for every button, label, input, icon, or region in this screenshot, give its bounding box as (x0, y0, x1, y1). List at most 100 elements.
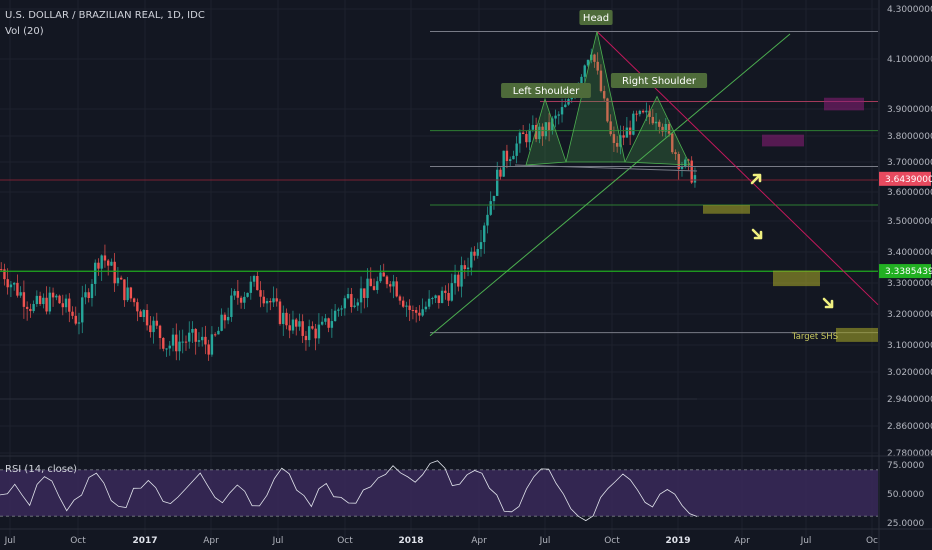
candle-body (181, 341, 184, 343)
candle-body (353, 305, 356, 308)
candle-body (658, 121, 661, 127)
candle-body (22, 292, 26, 307)
candle-body (171, 334, 175, 346)
candle-body (632, 113, 635, 135)
candle-body (444, 290, 447, 293)
candle-body (557, 114, 560, 116)
time-tick-label: 2018 (398, 536, 423, 546)
price-tick-label: 3.80000000 (887, 132, 932, 142)
candle-body (554, 115, 557, 119)
candle-body (515, 143, 518, 156)
target-box-purple (824, 97, 864, 111)
candle-body (609, 121, 612, 135)
candle-body (350, 294, 353, 308)
candle-body (158, 325, 162, 338)
candle-body (113, 261, 116, 284)
time-tick-label: Oct (337, 536, 353, 546)
time-tick-label: 2019 (665, 536, 690, 546)
candle-body (301, 321, 304, 336)
candle-body (269, 301, 272, 303)
candle-body (496, 169, 499, 196)
target-box-olive (703, 205, 750, 214)
candle-body (87, 292, 90, 299)
candle-body (505, 150, 509, 161)
candle-body (317, 324, 321, 339)
candle-body (58, 295, 61, 304)
candle-body (450, 283, 454, 301)
candle-body (210, 334, 214, 355)
candle-body (551, 118, 554, 131)
candle-body (466, 267, 470, 270)
candle-body (437, 295, 441, 303)
candle-body (508, 159, 512, 161)
target-box-olive (773, 270, 820, 287)
candle-body (207, 344, 210, 355)
candle-body (61, 303, 64, 308)
price-tick-label: 3.70000000 (887, 158, 932, 168)
left-shoulder-label-text: Left Shoulder (513, 86, 580, 97)
rsi-tick-label: 25.0000 (887, 519, 924, 529)
candle-body (311, 326, 314, 329)
candle-body (217, 330, 220, 335)
candle-body (356, 302, 360, 306)
candle-body (136, 302, 139, 312)
candle-body (677, 154, 680, 169)
candle-body (538, 126, 541, 140)
arrow-up-right-shape (750, 173, 762, 185)
price-tick-label: 3.10000000 (887, 341, 932, 351)
candle-body (230, 295, 233, 317)
candle-body (376, 281, 379, 290)
candle-body (29, 308, 32, 312)
current-price-bg (879, 171, 931, 186)
candle-body (599, 70, 603, 92)
price-tick-label: 3.02000000 (887, 368, 932, 378)
candle-body (97, 262, 100, 269)
candle-body (664, 123, 667, 132)
candle-body (414, 310, 418, 313)
candle-body (385, 276, 389, 285)
candle-body (667, 123, 671, 134)
candle-body (16, 282, 19, 296)
candle-body (194, 328, 197, 342)
candle-body (337, 309, 340, 311)
volume-label: Vol (20) (5, 26, 44, 37)
candle-body (369, 278, 372, 287)
candle-body (304, 335, 308, 341)
candle-body (684, 159, 687, 167)
candle-body (411, 309, 415, 311)
left-shoulder-label-bg (501, 83, 591, 98)
candle-body (239, 297, 243, 303)
right-shoulder-label: Right Shoulder (610, 73, 708, 88)
candle-body (366, 278, 369, 298)
candle-body (110, 261, 113, 266)
neckline (514, 164, 698, 172)
candle-body (256, 276, 259, 291)
arrow-down-right (822, 297, 834, 309)
candle-body (64, 298, 68, 308)
candle-body (502, 150, 505, 177)
candle-body (528, 129, 531, 143)
candle-body (35, 295, 39, 305)
candle-body (690, 160, 693, 183)
price-tick-label: 2.94000000 (887, 395, 932, 405)
current-price-tag: 3.64390000 (879, 171, 932, 186)
candle-body (129, 287, 133, 299)
rising-trendline (429, 33, 791, 337)
time-tick-label: Jul (800, 536, 812, 546)
candle-body (320, 321, 324, 325)
candle-body (421, 309, 424, 316)
candle-body (3, 269, 6, 280)
price-tick-label: 3.90000000 (887, 105, 932, 115)
candle-body (489, 201, 492, 215)
candle-body (521, 132, 525, 135)
candle-body (74, 315, 77, 324)
candle-body (638, 110, 642, 115)
rsi-tick-label: 50.0000 (887, 490, 924, 500)
candle-body (71, 311, 74, 316)
candle-body (447, 292, 450, 301)
candle-body (259, 290, 262, 297)
candle-body (648, 110, 651, 117)
candle-body (19, 292, 22, 296)
candle-body (94, 262, 97, 284)
